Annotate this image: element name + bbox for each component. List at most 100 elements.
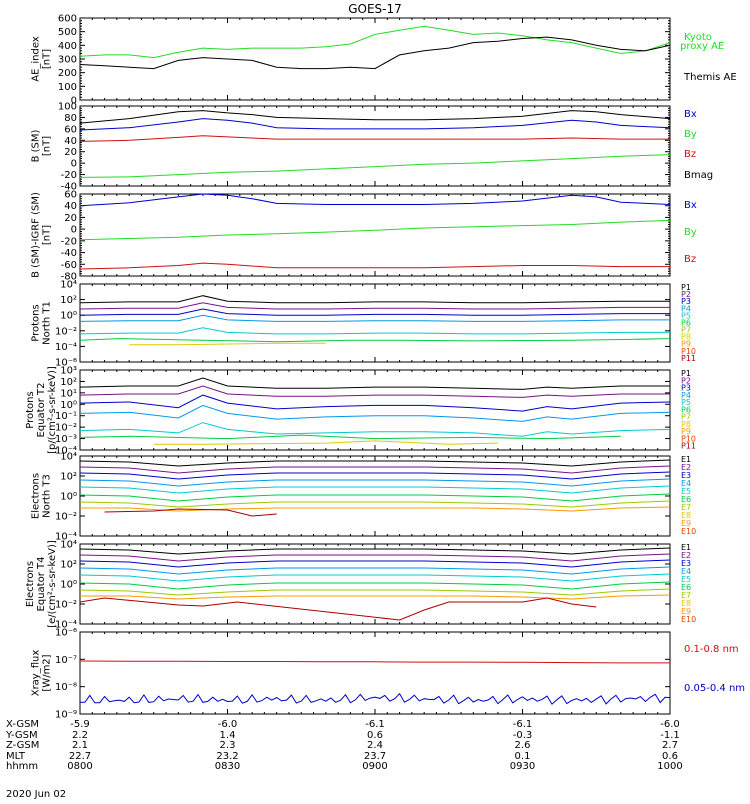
legend-label-e4: E4: [681, 479, 691, 488]
ephemeris-value: 2.7: [662, 740, 678, 751]
y-tick-label: 10⁻⁴: [55, 446, 77, 457]
y-axis-label: Xray_flux: [31, 650, 42, 697]
legend-label-e8: E8: [681, 511, 691, 520]
panel-frame: [79, 631, 671, 715]
figure-title: GOES-17: [348, 2, 402, 16]
series-line-p3: [79, 394, 671, 412]
legend-label-bz: Bz: [684, 254, 696, 265]
ephemeris-value: 22.7: [69, 751, 91, 762]
ephemeris-row-label: hhmm: [6, 761, 38, 772]
y-tick-label: 400: [58, 41, 77, 52]
series-line-0-05-0-4-nm: [80, 692, 671, 705]
y-tick-label: 10⁴: [60, 452, 77, 463]
y-tick-label: 80: [64, 113, 77, 124]
date-label: 2020 Jun 02: [6, 789, 66, 800]
legend-label-bx: Bx: [684, 200, 697, 211]
legend-label-p2: P2: [681, 376, 691, 385]
legend-label-e1: E1: [681, 455, 691, 464]
panel-ae: 0 100 200 300 400 500 600 AE_index [nT] Kyotoprox…: [31, 14, 737, 107]
legend-label-e10: E10: [681, 615, 696, 624]
y-tick-label: 500: [58, 27, 77, 38]
series-line-p1: [79, 295, 670, 304]
panel-frame: [79, 17, 671, 101]
legend-label-p4: P4: [681, 304, 691, 313]
series-line-e7: [79, 500, 671, 508]
y-tick-label: 10⁰: [60, 400, 77, 411]
legend-label-e4: E4: [681, 567, 691, 576]
y-tick-label: -40: [61, 248, 77, 259]
y-tick-label: 10⁰: [60, 580, 77, 591]
series-line-e1: [79, 459, 671, 467]
legend-label-e8: E8: [681, 599, 691, 608]
legend-label-e2: E2: [681, 551, 691, 560]
ephemeris-value: 23.2: [216, 751, 238, 762]
y-tick-label: 10²: [60, 377, 77, 388]
legend-label-p9: P9: [681, 340, 691, 349]
series-line-kyoto-proxy-ae: [79, 25, 671, 59]
series-line-e3: [79, 471, 671, 480]
series-line-themis-ae: [79, 36, 671, 70]
panel-enorth: 10⁻⁴ 10⁻² 10⁰ 10² 10⁴ Electrons North T3 E1E2E3…: [31, 452, 697, 543]
legend-label-p9: P9: [681, 427, 691, 436]
legend-label-e5: E5: [681, 487, 691, 496]
y-tick-label: 10⁰: [60, 311, 77, 322]
series-line-p5: [79, 422, 671, 437]
y-tick-label: 60: [64, 190, 77, 201]
y-tick-label: -60: [61, 260, 77, 271]
ephemeris-value: 2.3: [220, 740, 236, 751]
ephemeris-value: 0.1: [515, 751, 531, 762]
ephemeris-value: -6.1: [513, 719, 533, 730]
legend-label-0-05-0-4-nm: 0.05-0.4 nm: [684, 683, 745, 694]
y-tick-label: 100: [58, 102, 77, 113]
y-tick-label: 0: [71, 225, 77, 236]
series-line-p6: [79, 434, 621, 440]
panel-pnorth: 10⁻⁶ 10⁻⁴ 10⁻² 10⁰ 10² 10⁴ Protons North T1 P1P2…: [31, 280, 697, 369]
series-line-p3: [79, 308, 670, 316]
legend-label-p1: P1: [681, 369, 691, 378]
legend-label-p7: P7: [681, 413, 691, 422]
legend-label-e6: E6: [681, 495, 691, 504]
y-axis-label: B (SM)-IGRF (SM): [31, 192, 42, 278]
legend-label-0-1-0-8-nm: 0.1-0.8 nm: [684, 644, 739, 655]
legend-label-e6: E6: [681, 583, 691, 592]
ephemeris-value: 1000: [657, 761, 682, 772]
ephemeris-value: 0800: [67, 761, 92, 772]
y-tick-label: 10⁴: [60, 280, 77, 291]
series-line-e6: [79, 493, 671, 502]
legend-label-bx: Bx: [684, 109, 697, 120]
ephemeris-value: 1.4: [220, 730, 236, 741]
y-tick-label: 10²: [60, 472, 77, 483]
y-tick-label: 0: [71, 96, 77, 107]
series-line-p6: [79, 338, 671, 343]
y-tick-label: 200: [58, 68, 77, 79]
ephemeris-value: -6.1: [365, 719, 385, 730]
legend-label-e10: E10: [681, 527, 696, 536]
legend-label-e9: E9: [681, 519, 691, 528]
ephemeris-value: -5.9: [70, 719, 90, 730]
ephemeris-row-label: Y-GSM: [5, 730, 38, 741]
y-tick-label: 40: [64, 201, 77, 212]
y-tick-label: 10⁻¹: [55, 411, 77, 422]
y-tick-label: -20: [61, 170, 77, 181]
series-line-0-1-0-8-nm: [79, 660, 670, 664]
y-tick-label: 20: [64, 213, 77, 224]
y-tick-label: 10⁻⁴: [55, 342, 77, 353]
legend-label-p11: P11: [681, 354, 696, 363]
series-line-by: [79, 219, 671, 241]
legend-label-e1: E1: [681, 543, 691, 552]
series-line-bmag: [79, 110, 671, 124]
legend-label-p7: P7: [681, 326, 691, 335]
series-line-bz: [79, 135, 670, 142]
y-tick-label: 10⁻⁴: [55, 620, 77, 631]
y-axis-label: Protons: [31, 304, 42, 341]
panel-frame: [79, 455, 671, 537]
y-tick-label: 10⁻⁶: [55, 628, 77, 639]
series-line-e9: [79, 597, 597, 621]
series-line-e3: [79, 559, 671, 568]
y-tick-label: -20: [61, 236, 77, 247]
ephemeris-value: 23.7: [364, 751, 386, 762]
legend-label-p10: P10: [681, 347, 696, 356]
